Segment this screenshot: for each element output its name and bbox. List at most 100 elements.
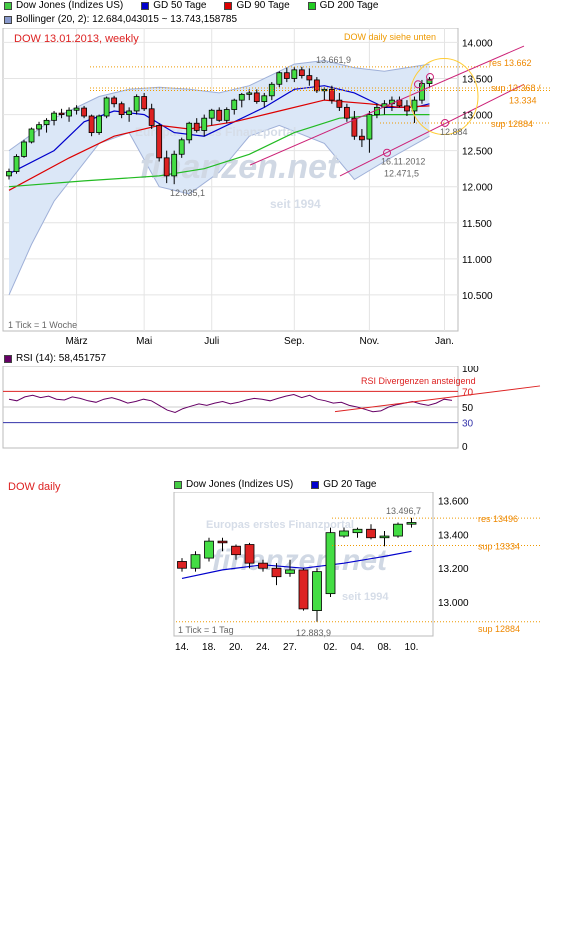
high-value-label: 13.661,9 [316,55,351,65]
weekly-pivot-marker [383,148,391,157]
weekly-x-tick-label: Nov. [359,336,379,347]
weekly-candle [223,109,230,121]
weekly-candle [163,157,170,177]
daily-legend-row: Dow Jones (Indizes US) GD 20 Tage [174,479,376,490]
daily-low-label: 12.883,9 [296,628,331,638]
daily-candle [393,523,403,537]
weekly-candle [201,117,208,131]
weekly-candle [96,115,103,134]
weekly-x-tick-label: Jan. [435,336,454,347]
low-value-label: 12.471,5 [384,169,419,179]
daily-candle [406,522,417,525]
weekly-y-tick-label: 11.500 [462,219,492,230]
daily-candle [352,528,363,534]
daily-x-tick-label: 24. [256,642,270,653]
weekly-candle [88,115,95,134]
daily-candle [231,545,241,556]
weekly-x-tick-label: März [65,336,87,347]
daily-candle [339,530,349,537]
gd90-line [8,99,430,191]
legend-swatch-bollinger [4,15,12,24]
sup-label-1b: 13.334 [509,95,537,105]
daily-x-tick-label: 14. [175,642,189,653]
daily-candle [177,561,187,569]
weekly-candle [141,96,148,110]
daily-x-tick-label: 27. [283,642,297,653]
weekly-candle [306,75,313,81]
weekly-y-tick-label: 10.500 [462,291,493,302]
weekly-candle [178,139,185,155]
daily-candle [366,528,376,539]
legend-item-gd200: GD 200 Tage [307,0,378,11]
rsi-y-tick-label: 70 [462,387,474,398]
weekly-candle [336,99,343,108]
daily-sup1-label: sup 13334 [478,542,520,552]
weekly-highlight-ellipse [409,58,479,136]
legend-item-dow: Dow Jones (Indizes US) [4,0,123,11]
rsi-y-tick-label: 30 [462,419,474,430]
daily-sup2-label: sup 12884 [478,624,520,634]
weekly-candle [28,128,35,143]
daily-legend-item-gd20: GD 20 Tage [311,479,376,490]
bollinger-upper-line [8,59,430,152]
weekly-candle [276,72,283,85]
weekly-y-tick-label: 13.500 [462,75,493,86]
bollinger-lower-line [8,124,430,296]
daily-y-tick-label: 13.200 [438,564,469,575]
weekly-chart: Europas erstes Finanzportal finanzen.net… [2,28,550,347]
daily-plot-area [173,492,434,637]
daily-candle [325,532,336,595]
daily-candle [204,540,214,559]
legend-label-dow: Dow Jones (Indizes US) [16,0,124,11]
weekly-x-tick-label: Juli [204,336,219,347]
weekly-candle [133,96,140,112]
rsi-divergence-trendline [334,385,541,413]
daily-x-tick-label: 20. [229,642,243,653]
legend-label-gd90: GD 90 Tage [236,0,290,11]
weekly-candle [419,83,425,101]
weekly-candle [268,83,275,97]
daily-candle [258,562,268,569]
weekly-candle [253,92,260,102]
rsi-y-tick-label: 50 [462,403,474,414]
rsi-y-tick-label: 0 [462,442,468,453]
weekly-candle [21,141,27,157]
weekly-x-tick-label: Mai [136,336,152,347]
weekly-candle [343,106,350,119]
weekly-candle [13,156,20,172]
weekly-candle [366,114,373,140]
legend-swatch-gd50 [141,1,150,10]
weekly-candle [328,88,335,101]
weekly-candle [283,72,290,79]
last-low-label: 12.884 [440,127,468,137]
weekly-candle [58,112,65,115]
weekly-y-tick-label: 12.500 [462,147,493,158]
daily-chart: Europas erstes Finanzportal finanzen.net… [173,492,542,653]
weekly-pivot-marker [414,80,422,89]
daily-y-tick-label: 13.600 [438,496,469,507]
legend-swatch-gd90 [224,1,233,10]
rsi-label: RSI (14): 58,451757 [16,353,107,364]
weekly-tick-label: 1 Tick = 1 Woche [8,320,77,330]
bollinger-band-fill [9,60,430,295]
daily-candle [379,535,390,539]
weekly-candle [126,110,133,115]
weekly-candle [36,124,42,130]
weekly-upper-trendline [249,45,525,166]
legend-item-gd50: GD 50 Tage [141,0,206,11]
weekly-candle [246,92,253,95]
weekly-x-tick-label: Sep. [284,336,305,347]
weekly-chart-title: DOW 13.01.2013, weekly [14,33,139,45]
weekly-candle [261,95,268,102]
daily-y-tick-label: 13.000 [438,598,469,609]
legend-swatch-dow [4,1,12,10]
legend-swatch-rsi [4,354,12,363]
weekly-pivot-marker [441,118,449,127]
weekly-y-tick-label: 13.000 [462,111,493,122]
weekly-candle [171,153,178,177]
daily-title: DOW daily [8,481,61,493]
weekly-candle [51,112,57,121]
daily-candle [217,540,228,544]
weekly-candle [208,109,215,119]
legend-label-gd50: GD 50 Tage [153,0,207,11]
